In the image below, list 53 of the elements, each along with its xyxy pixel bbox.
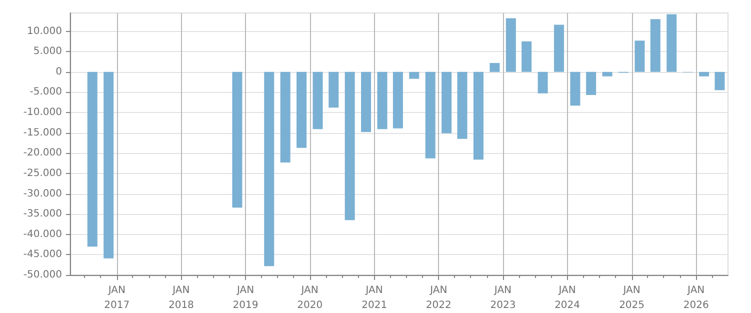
bar — [554, 24, 564, 72]
bar — [522, 41, 532, 72]
bar — [361, 72, 372, 132]
y-tick-label: -35.000 — [23, 208, 62, 220]
bar — [232, 72, 242, 208]
x-tick-label: JAN 2023 — [490, 285, 516, 311]
bar — [104, 72, 114, 258]
bar — [650, 19, 660, 72]
bar — [490, 62, 500, 72]
x-tick-label: JAN 2017 — [104, 285, 130, 311]
bar — [634, 40, 645, 72]
x-tick-label: JAN 2026 — [683, 285, 709, 311]
bar — [280, 72, 290, 162]
y-tick-label: -20.000 — [23, 148, 62, 159]
bar — [344, 72, 355, 220]
x-tick-label: JAN 2025 — [619, 285, 645, 311]
bar — [666, 14, 677, 72]
x-tick-label: JAN 2024 — [554, 285, 580, 311]
bar — [328, 72, 339, 108]
y-tick-label: -10.000 — [23, 107, 62, 118]
y-tick-label: -45.000 — [23, 249, 62, 260]
bar — [264, 72, 274, 266]
bar — [699, 72, 710, 76]
y-tick-label: -25.000 — [23, 168, 62, 179]
bar — [602, 72, 612, 76]
bar — [312, 72, 323, 130]
y-tick-label: -15.000 — [23, 127, 62, 138]
y-tick-label: -5.000 — [30, 86, 62, 98]
y-tick-label: 5.000 — [33, 46, 62, 58]
x-tick-label: JAN 2021 — [362, 285, 388, 311]
bar — [473, 72, 484, 160]
bar — [714, 72, 725, 90]
y-tick-label: -30.000 — [23, 188, 62, 200]
y-tick-label: -50.000 — [23, 270, 62, 280]
bar — [506, 18, 516, 72]
y-tick-label: -40.000 — [23, 228, 62, 240]
bar — [425, 72, 436, 158]
y-tick-label: 0 — [56, 66, 62, 78]
bar — [570, 72, 580, 106]
bar — [296, 72, 307, 148]
x-tick-label: JAN 2022 — [426, 285, 452, 311]
bar — [392, 72, 403, 128]
bar — [457, 72, 468, 139]
bar — [586, 72, 596, 96]
x-tick-label: JAN 2020 — [297, 285, 323, 311]
bar — [87, 72, 98, 247]
y-tick-label: 10.000 — [27, 26, 62, 37]
x-tick-label: JAN 2019 — [232, 285, 258, 311]
x-tick-label: JAN 2018 — [168, 285, 194, 311]
bar — [377, 72, 388, 130]
bar — [442, 72, 452, 134]
bar — [538, 72, 548, 94]
bar — [409, 72, 420, 79]
